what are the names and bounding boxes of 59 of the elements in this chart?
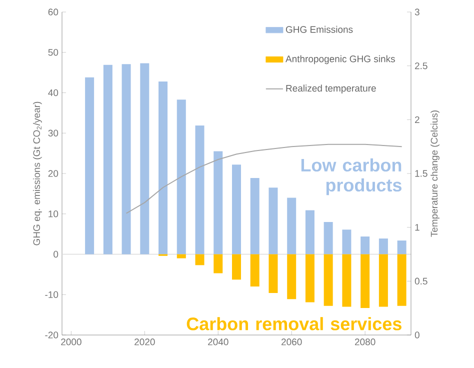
bar — [268, 188, 278, 254]
y2-tick-label: 2.5 — [415, 62, 428, 70]
bar — [214, 254, 223, 274]
bar — [268, 254, 278, 294]
y2-tick-label: 1 — [415, 224, 420, 231]
bar — [103, 64, 112, 254]
bar — [305, 254, 314, 302]
bar — [85, 77, 94, 254]
y2-tick-label: 0.5 — [414, 278, 428, 285]
bar — [305, 210, 314, 254]
bar — [232, 164, 241, 254]
bar — [195, 125, 204, 254]
x-tick-label: 2080 — [354, 338, 376, 346]
bar — [397, 254, 406, 306]
y-tick-label: 50 — [48, 49, 58, 56]
y-tick-label: 40 — [48, 89, 58, 96]
bar — [158, 81, 168, 254]
y2-axis-title: Temperature change (Celcius) — [430, 110, 440, 237]
bar — [342, 230, 352, 254]
y-axis-title: GHG eq. emissions (Gt CO$_{2}$/year) — [33, 102, 42, 246]
y2-tick-label: 0 — [414, 332, 420, 338]
legend-label: Realized temperature — [286, 84, 376, 94]
bar — [176, 254, 186, 258]
bar — [214, 151, 223, 254]
bar — [378, 254, 388, 307]
x-tick-label: 2040 — [208, 338, 228, 346]
bar — [397, 240, 406, 254]
y-tick-label: 30 — [48, 130, 58, 136]
y-tick-label: 10 — [48, 210, 58, 218]
annotation: Carbon removal services — [186, 317, 402, 330]
y2-tick-label: 3 — [414, 8, 420, 16]
legend-label: GHG Emissions — [286, 26, 353, 33]
bar — [360, 254, 370, 308]
bar — [195, 254, 204, 266]
bar — [250, 254, 260, 287]
bar — [324, 254, 333, 306]
annotation: Low carbon products — [301, 158, 402, 196]
bar — [342, 254, 352, 307]
y2-tick-label: 2 — [415, 116, 420, 123]
y-tick-label: 0 — [54, 250, 58, 258]
x-tick-label: 2060 — [282, 338, 302, 346]
legend-label: Anthropogenic GHG sinks — [286, 55, 395, 64]
bar — [122, 64, 131, 254]
bar — [250, 178, 260, 254]
y-tick-label: 60 — [48, 8, 58, 16]
bar — [140, 63, 150, 254]
x-tick-label: 2020 — [134, 338, 155, 346]
bar — [232, 254, 241, 280]
bar — [324, 222, 333, 254]
y2-tick-label: 1.5 — [415, 170, 428, 177]
bar — [378, 238, 388, 254]
bar — [360, 236, 370, 254]
y-tick-label: 20 — [48, 170, 58, 177]
bar — [287, 254, 296, 300]
bar — [287, 198, 296, 254]
bar — [176, 100, 186, 254]
y-tick-label: -10 — [45, 291, 58, 298]
y-tick-label: -20 — [45, 332, 58, 338]
x-tick-label: 2000 — [61, 338, 82, 346]
